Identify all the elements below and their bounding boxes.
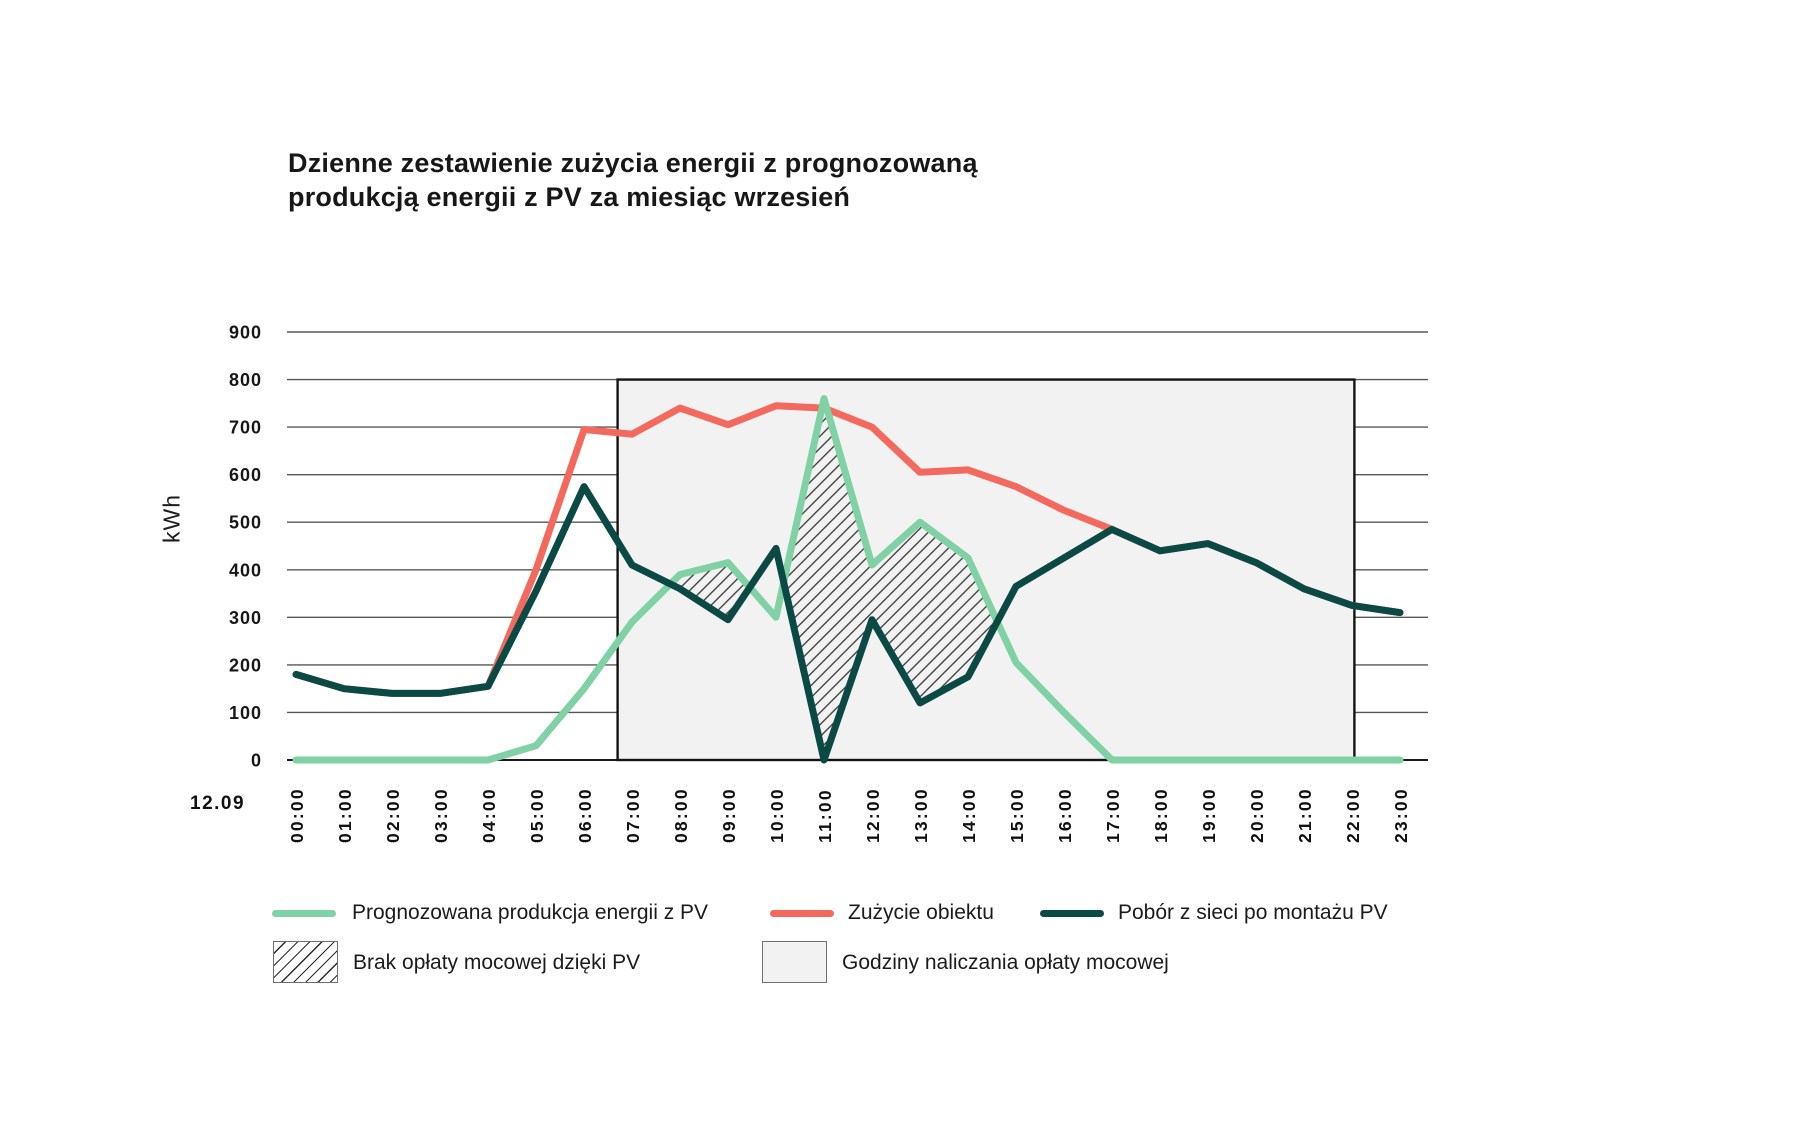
pv-production-line-swatch-icon (272, 910, 336, 917)
y-tick-label: 200 (229, 655, 262, 675)
x-tick-label: 07:00 (623, 787, 643, 843)
x-tick-label: 20:00 (1247, 787, 1267, 843)
x-tick-label: 16:00 (1055, 787, 1075, 843)
x-tick-label: 00:00 (287, 787, 307, 843)
y-tick-label: 500 (229, 513, 262, 533)
x-tick-label: 05:00 (527, 787, 547, 843)
y-tick-label: 600 (229, 465, 262, 485)
y-tick-label: 900 (229, 323, 262, 343)
y-tick-label: 300 (229, 608, 262, 628)
x-tick-label: 03:00 (431, 787, 451, 843)
legend-label-consumption: Zużycie obiektu (848, 901, 994, 924)
legend-label-no-fee-hatch: Brak opłaty mocowej dzięki PV (353, 951, 641, 974)
y-tick-label: 700 (229, 418, 262, 438)
x-tick-label: 13:00 (911, 787, 931, 843)
legend-label-fee-window: Godziny naliczania opłaty mocowej (842, 951, 1169, 974)
x-tick-label: 04:00 (479, 787, 499, 843)
y-tick-label: 800 (229, 370, 262, 390)
consumption-line-swatch-icon (770, 910, 834, 917)
no-fee-hatch-areas (670, 398, 998, 760)
series-line-grid-draw (292, 483, 1404, 764)
legend-label-pv-production: Prognozowana produkcja energii z PV (352, 901, 709, 924)
grid-draw-line-swatch-icon (1040, 910, 1104, 917)
chart-title-line-2: produkcją energii z PV za miesiąc wrzesi… (288, 182, 851, 212)
legend-label-grid-draw: Pobór z sieci po montażu PV (1118, 901, 1388, 924)
x-tick-label: 11:00 (815, 788, 835, 843)
x-tick-label: 22:00 (1343, 787, 1363, 843)
series-line-pv-production (292, 395, 1404, 764)
fee-window-swatch-icon (762, 941, 827, 983)
x-tick-label: 06:00 (575, 787, 595, 843)
fee-window-rect (616, 378, 1356, 762)
x-tick-label: 10:00 (767, 787, 787, 843)
x-tick-label: 17:00 (1103, 787, 1123, 843)
x-tick-label: 08:00 (671, 787, 691, 843)
x-tick-label: 21:00 (1295, 787, 1315, 843)
x-tick-label: 02:00 (383, 787, 403, 843)
y-tick-label: 100 (229, 703, 262, 723)
x-tick-label: 14:00 (959, 787, 979, 843)
x-tick-label: 01:00 (335, 787, 355, 843)
chart-title-line-1: Dzienne zestawienie zużycia energii z pr… (288, 148, 978, 178)
x-tick-label: 23:00 (1391, 787, 1411, 843)
y-tick-label: 400 (229, 560, 262, 580)
x-tick-label: 12:00 (863, 787, 883, 843)
chart-title: Dzienne zestawienie zużycia energii z pr… (288, 146, 978, 214)
x-axis-date-label: 12.09 (190, 793, 246, 814)
x-tick-labels: 00:00 01:00 02:00 03:00 04:00 05:00 06:00 07:00… (287, 787, 1411, 843)
no-fee-hatch-swatch-icon (273, 941, 338, 983)
x-tick-label: 18:00 (1151, 787, 1171, 843)
x-tick-label: 19:00 (1199, 787, 1219, 843)
y-tick-label: 0 (251, 751, 262, 771)
x-tick-label: 15:00 (1007, 787, 1027, 843)
x-tick-label: 09:00 (719, 787, 739, 843)
